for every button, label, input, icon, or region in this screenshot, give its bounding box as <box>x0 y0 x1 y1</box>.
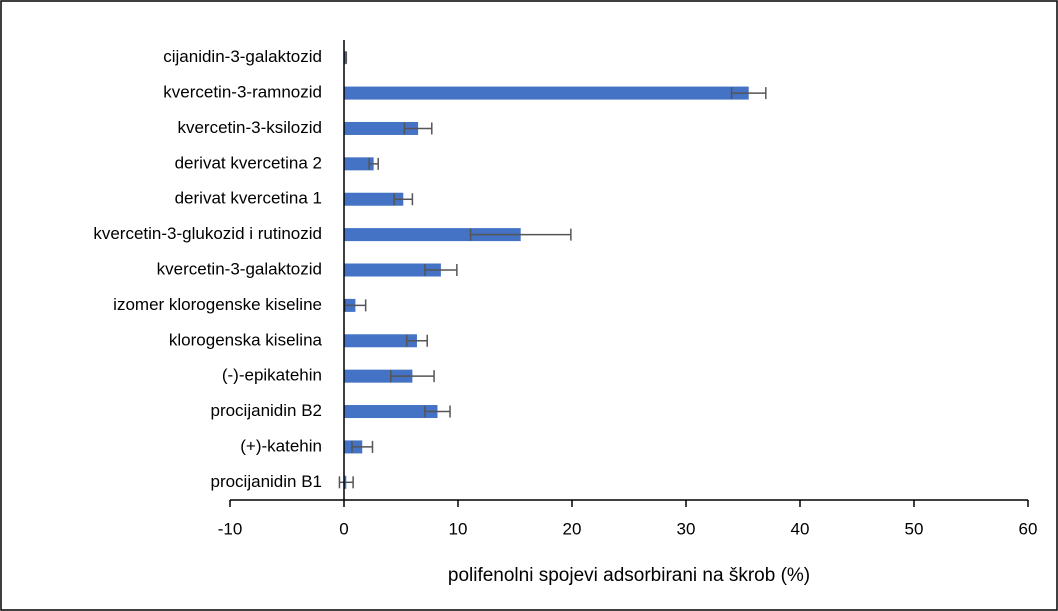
error-bar <box>403 122 433 135</box>
bar <box>344 121 419 135</box>
x-tick-label: 50 <box>905 519 924 538</box>
bar <box>344 228 521 242</box>
error-bar <box>389 370 435 383</box>
bar <box>344 51 347 65</box>
error-bar <box>730 87 767 100</box>
bar <box>344 157 374 171</box>
y-tick-label: izomer klorogenske kiseline <box>113 295 322 314</box>
y-tick-label: kvercetin-3-galaktozid <box>157 259 322 278</box>
y-tick-label: cijanidin-3-galaktozid <box>163 47 322 66</box>
bar <box>344 263 441 277</box>
error-bar <box>351 440 374 453</box>
bar <box>344 405 438 419</box>
bar <box>344 86 749 100</box>
error-bar <box>424 264 458 276</box>
error-bar <box>368 157 379 170</box>
error-bar <box>393 193 414 206</box>
bar <box>344 192 404 206</box>
y-tick-label: (+)-katehin <box>240 436 322 455</box>
x-tick-label: 10 <box>449 519 468 538</box>
x-tick-label: 0 <box>339 519 348 538</box>
x-tick-label: 40 <box>791 519 810 538</box>
error-bar <box>469 228 572 241</box>
x-axis-label: polifenolni spojevi adsorbirani na škrob… <box>448 565 810 586</box>
y-tick-label: kvercetin-3-glukozid i rutinozid <box>93 224 322 243</box>
error-bar <box>405 334 428 347</box>
y-tick-label: derivat kvercetina 2 <box>175 153 322 172</box>
x-tick-label: 60 <box>1019 519 1038 538</box>
y-tick-label: derivat kvercetina 1 <box>175 189 322 208</box>
bar <box>344 369 413 383</box>
bar <box>344 334 417 348</box>
error-bar <box>344 299 367 312</box>
x-tick-label: 30 <box>677 519 696 538</box>
y-tick-label: kvercetin-3-ksilozid <box>177 118 322 137</box>
x-tick-label: -10 <box>218 519 243 538</box>
y-tick-label: procijanidin B2 <box>210 401 322 420</box>
y-tick-label: procijanidin B1 <box>210 472 322 491</box>
error-bar <box>338 476 354 489</box>
error-bar <box>424 405 451 418</box>
y-tick-label: kvercetin-3-ramnozid <box>163 83 322 102</box>
x-tick-label: 20 <box>563 519 582 538</box>
y-tick-label: (-)-epikatehin <box>222 366 322 385</box>
y-tick-label: klorogenska kiselina <box>169 330 323 349</box>
